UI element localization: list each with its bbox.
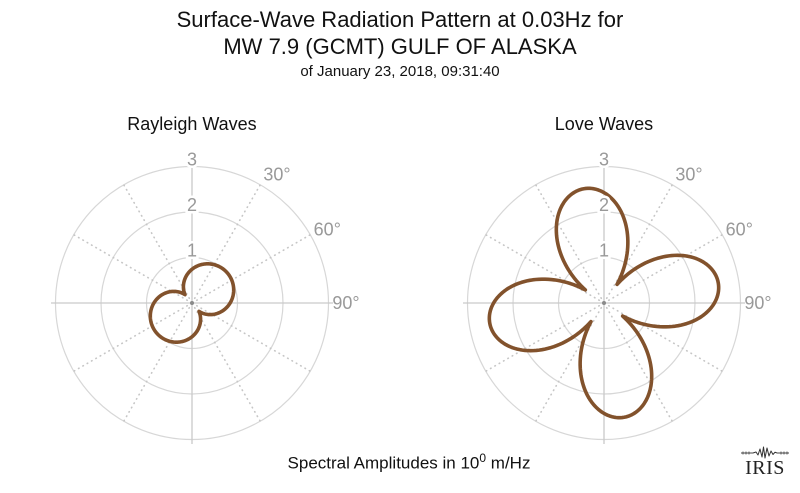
svg-text:2: 2 <box>599 195 609 215</box>
love-plot-title: Love Waves <box>554 114 654 134</box>
svg-text:3: 3 <box>599 150 609 170</box>
seismogram-trace-icon <box>741 446 789 459</box>
iris-logo-text: IRIS <box>745 457 785 479</box>
svg-text:90°: 90° <box>744 293 771 313</box>
caption-exponent: 0 <box>479 451 487 465</box>
svg-text:30°: 30° <box>263 165 290 185</box>
love-polar-plot: 30° 60° 90° 1 2 3 <box>463 147 772 444</box>
svg-text:1: 1 <box>599 241 609 261</box>
figure-header: Surface-Wave Radiation Pattern at 0.03Hz… <box>0 6 800 81</box>
caption-prefix: Spectral Amplitudes in 10 <box>287 453 480 473</box>
figure-title-line1: Surface-Wave Radiation Pattern at 0.03Hz… <box>176 7 624 32</box>
svg-text:60°: 60° <box>314 220 341 240</box>
caption-suffix: m/Hz <box>486 453 531 473</box>
svg-text:3: 3 <box>187 150 197 170</box>
figure-title-line2: MW 7.9 (GCMT) GULF OF ALASKA <box>223 34 577 59</box>
svg-text:90°: 90° <box>332 293 359 313</box>
rayleigh-plot-title: Rayleigh Waves <box>127 114 257 134</box>
iris-logo: IRIS <box>736 446 794 478</box>
rayleigh-polar-plot: 30° 60° 90° 1 2 3 <box>51 147 360 444</box>
svg-text:30°: 30° <box>675 165 702 185</box>
amplitude-units-caption: Spectral Amplitudes in 100 m/Hz <box>0 451 800 474</box>
svg-text:1: 1 <box>187 241 197 261</box>
figure-subtitle: of January 23, 2018, 09:31:40 <box>300 63 500 80</box>
svg-text:60°: 60° <box>726 220 753 240</box>
svg-text:2: 2 <box>187 195 197 215</box>
